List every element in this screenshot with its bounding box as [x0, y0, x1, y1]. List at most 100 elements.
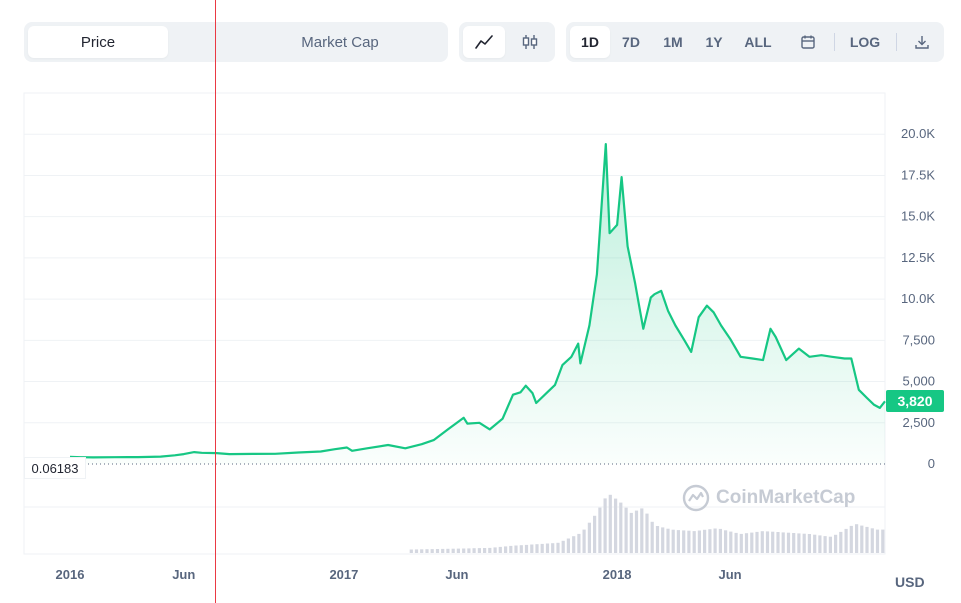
toolbar-divider: [834, 33, 835, 51]
volume-bar: [420, 549, 424, 553]
volume-bar: [535, 544, 539, 553]
volume-bar: [608, 494, 612, 553]
x-tick-label: Jun: [445, 567, 468, 582]
volume-bar: [551, 543, 555, 553]
volume-bar: [509, 545, 513, 553]
volume-bar: [645, 513, 649, 553]
volume-bar: [802, 533, 806, 553]
current-price-badge: 3,820: [886, 390, 944, 412]
volume-bar: [786, 532, 791, 553]
volume-bar: [414, 549, 419, 553]
volume-bar: [514, 545, 518, 553]
volume-bar: [828, 536, 832, 553]
tab-price[interactable]: Price: [28, 26, 168, 58]
range-all[interactable]: ALL: [744, 34, 772, 50]
volume-bar: [839, 531, 843, 553]
price-marketcap-toggle: Price Market Cap: [24, 22, 448, 62]
volume-bar: [687, 530, 691, 553]
range-7d[interactable]: 7D: [622, 34, 640, 50]
volume-bar: [834, 534, 838, 553]
volume-bar: [792, 533, 796, 553]
volume-bar: [441, 548, 445, 553]
volume-bar: [750, 532, 754, 553]
y-tick-label: 10.0K: [901, 291, 935, 306]
calendar-icon: [801, 35, 815, 49]
y-tick-label: 0: [928, 456, 935, 471]
volume-bar: [865, 526, 869, 553]
volume-bar: [493, 547, 497, 553]
volume-bar: [697, 530, 701, 553]
candlestick-icon: [522, 35, 538, 49]
volume-bar: [456, 548, 460, 553]
volume-bar: [739, 533, 743, 553]
volume-bar: [682, 530, 686, 553]
y-tick-label: 12.5K: [901, 250, 935, 265]
volume-bar: [472, 548, 476, 553]
volume-bar: [629, 512, 633, 554]
volume-bar: [451, 548, 455, 553]
volume-bar: [813, 534, 817, 553]
range-1m[interactable]: 1M: [663, 34, 683, 50]
volume-bar: [524, 544, 529, 553]
time-range-selector: 1D 7D 1M 1Y ALL LOG: [566, 22, 944, 62]
line-chart-button[interactable]: [463, 26, 505, 58]
line-chart-icon: [475, 35, 493, 49]
volume-bar: [650, 521, 654, 553]
log-scale-toggle[interactable]: LOG: [849, 34, 881, 50]
volume-bar: [467, 548, 471, 553]
range-1d[interactable]: 1D: [570, 26, 610, 58]
volume-bar: [488, 547, 492, 553]
price-line: [69, 143, 886, 459]
y-tick-label: 7,500: [902, 332, 935, 347]
toolbar-divider: [896, 33, 897, 51]
volume-bar: [771, 531, 775, 553]
chart-type-toggle: [459, 22, 555, 62]
volume-bar: [598, 507, 602, 553]
x-tick-label: 2017: [329, 567, 358, 582]
volume-bar: [582, 529, 586, 553]
x-tick-label: Jun: [172, 567, 195, 582]
volume-bar: [671, 529, 675, 553]
y-tick-label: 15.0K: [901, 209, 935, 224]
volume-bar: [875, 529, 880, 553]
volume-bar: [624, 507, 628, 553]
download-button[interactable]: [904, 26, 940, 58]
volume-bar: [530, 544, 534, 553]
volume-bar: [755, 531, 759, 553]
y-tick-label: 2,500: [902, 415, 935, 430]
volume-bar: [718, 528, 722, 553]
volume-bar: [870, 528, 874, 553]
volume-bar: [823, 536, 827, 553]
x-tick-label: Jun: [719, 567, 742, 582]
volume-bar: [692, 531, 696, 553]
range-1y[interactable]: 1Y: [705, 34, 723, 50]
volume-bar: [430, 549, 434, 553]
calendar-button[interactable]: [790, 26, 826, 58]
min-price-label: 0.06183: [24, 457, 86, 479]
download-icon: [915, 36, 929, 49]
volume-bar: [797, 533, 801, 553]
chart-frame: [23, 92, 886, 555]
volume-bar: [566, 538, 570, 553]
volume-bar: [483, 548, 487, 553]
volume-bar: [435, 549, 440, 553]
volume-bar: [593, 515, 597, 553]
volume-bar: [462, 548, 466, 553]
volume-bar: [676, 530, 680, 553]
candlestick-button[interactable]: [509, 26, 551, 58]
volume-bar: [724, 530, 728, 553]
volume-bar: [561, 540, 565, 553]
watermark: CoinMarketCap: [682, 484, 855, 512]
y-tick-label: 20.0K: [901, 126, 935, 141]
tab-market-cap[interactable]: Market Cap: [301, 33, 379, 51]
y-tick-label: 17.5K: [901, 167, 935, 182]
volume-bar: [860, 525, 864, 553]
volume-bar: [540, 543, 544, 553]
volume-bar: [818, 535, 822, 553]
volume-bar: [744, 533, 749, 553]
volume-bar: [729, 531, 733, 553]
volume-bar: [477, 548, 481, 553]
volume-bar: [661, 527, 665, 553]
volume-bar: [409, 549, 413, 553]
